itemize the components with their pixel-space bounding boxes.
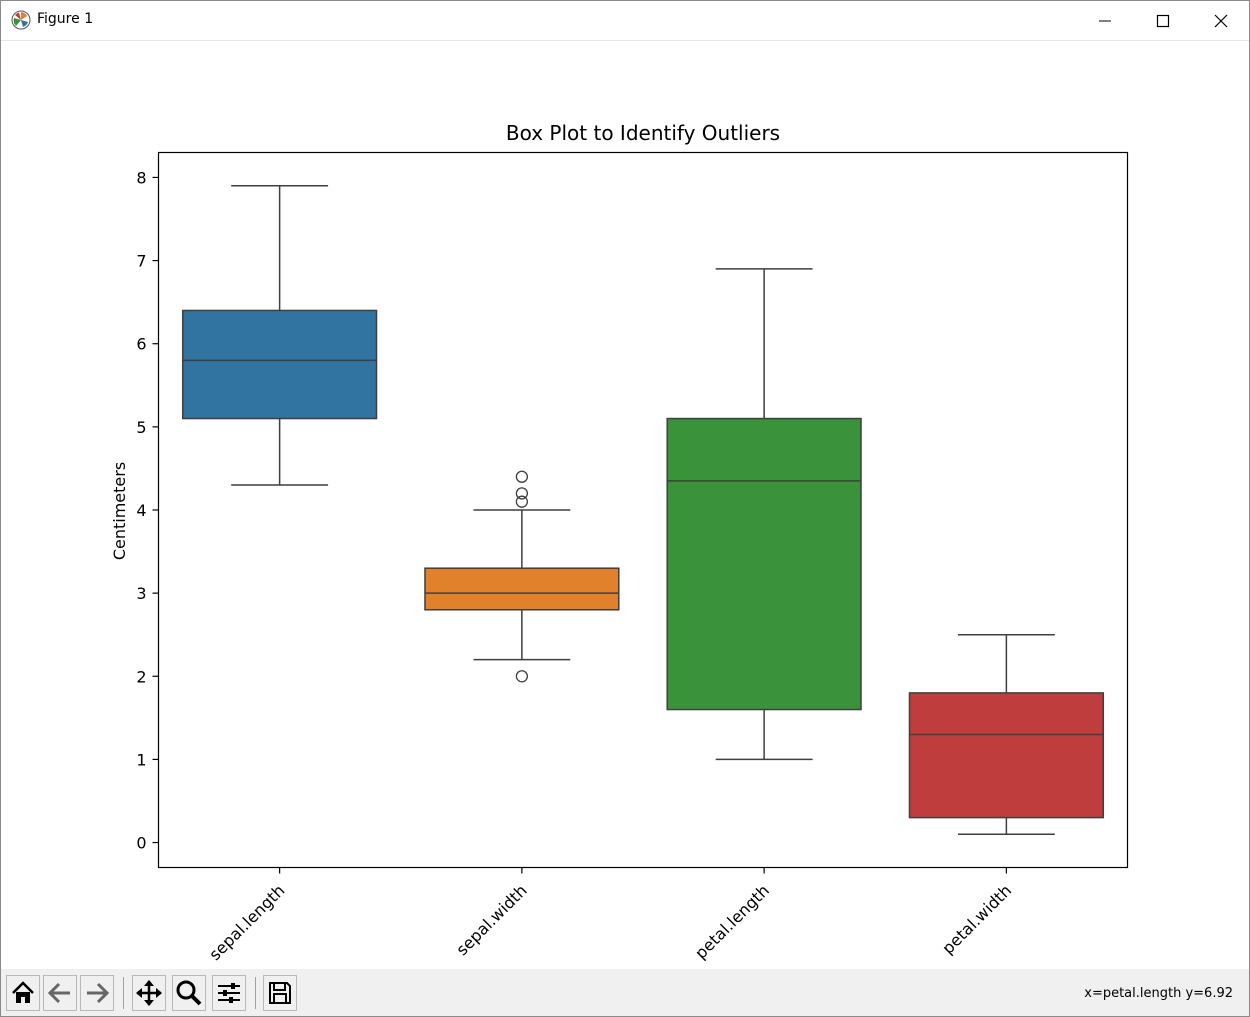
x-tick-label: petal.width: [938, 881, 1015, 958]
title-bar[interactable]: Figure 1: [1, 1, 1249, 41]
y-tick-label: 3: [136, 584, 146, 603]
home-button[interactable]: [6, 975, 40, 1011]
cursor-position-readout: x=petal.length y=6.92: [1084, 986, 1233, 1001]
navigation-toolbar: x=petal.length y=6.92: [1, 969, 1249, 1016]
y-tick-label: 1: [136, 750, 146, 769]
y-tick-label: 7: [136, 252, 146, 271]
outlier-point: [515, 470, 529, 483]
toolbar-separator: [123, 977, 124, 1009]
window-title: Figure 1: [37, 11, 94, 27]
box-plot-chart: Box Plot to Identify Outliers Centimeter…: [110, 121, 1129, 964]
forward-icon: [87, 982, 110, 1004]
back-icon: [47, 982, 70, 1004]
matplotlib-icon: [11, 10, 31, 30]
close-icon: [1214, 14, 1228, 27]
zoom-icon: [176, 980, 202, 1006]
back-button[interactable]: [43, 975, 77, 1011]
figure-canvas[interactable]: Box Plot to Identify Outliers Centimeter…: [1, 41, 1249, 969]
y-axis-label: Centimeters: [110, 462, 129, 560]
save-icon: [269, 982, 291, 1004]
toolbar-separator: [255, 977, 256, 1009]
box-sepal-width: [424, 567, 620, 611]
outlier-point: [515, 495, 529, 508]
save-button[interactable]: [263, 975, 297, 1011]
maximize-icon: [1156, 14, 1170, 27]
minimize-icon: [1099, 20, 1111, 21]
pan-icon: [136, 980, 162, 1006]
y-tick-label: 2: [136, 667, 146, 686]
box-sepal-length: [181, 309, 378, 420]
y-tick-label: 5: [136, 418, 146, 437]
y-tick-label: 4: [136, 501, 146, 520]
configure-subplots-icon: [218, 983, 240, 1003]
x-tick-label: sepal.width: [452, 881, 530, 959]
close-button[interactable]: [1192, 1, 1250, 40]
chart-title: Box Plot to Identify Outliers: [506, 121, 780, 145]
configure-subplots-button[interactable]: [212, 975, 246, 1011]
box-petal-length: [666, 417, 862, 711]
x-tick-label: petal.length: [691, 881, 773, 963]
forward-button[interactable]: [80, 975, 114, 1011]
x-tick-label: sepal.length: [205, 881, 288, 964]
pan-button[interactable]: [132, 975, 166, 1011]
box-petal-width: [908, 692, 1105, 819]
y-tick-label: 0: [136, 834, 146, 853]
outlier-point: [515, 487, 529, 500]
zoom-button[interactable]: [172, 975, 206, 1011]
y-tick-label: 6: [136, 335, 146, 354]
home-icon: [12, 981, 34, 1003]
maximize-button[interactable]: [1134, 1, 1192, 40]
y-tick-label: 8: [136, 168, 146, 187]
outlier-point: [515, 670, 529, 683]
minimize-button[interactable]: [1076, 1, 1134, 40]
plot-area: 0 1 2 3 4 5 6 7 8 sepal.length sepal.width petal.le…: [136, 168, 1105, 964]
